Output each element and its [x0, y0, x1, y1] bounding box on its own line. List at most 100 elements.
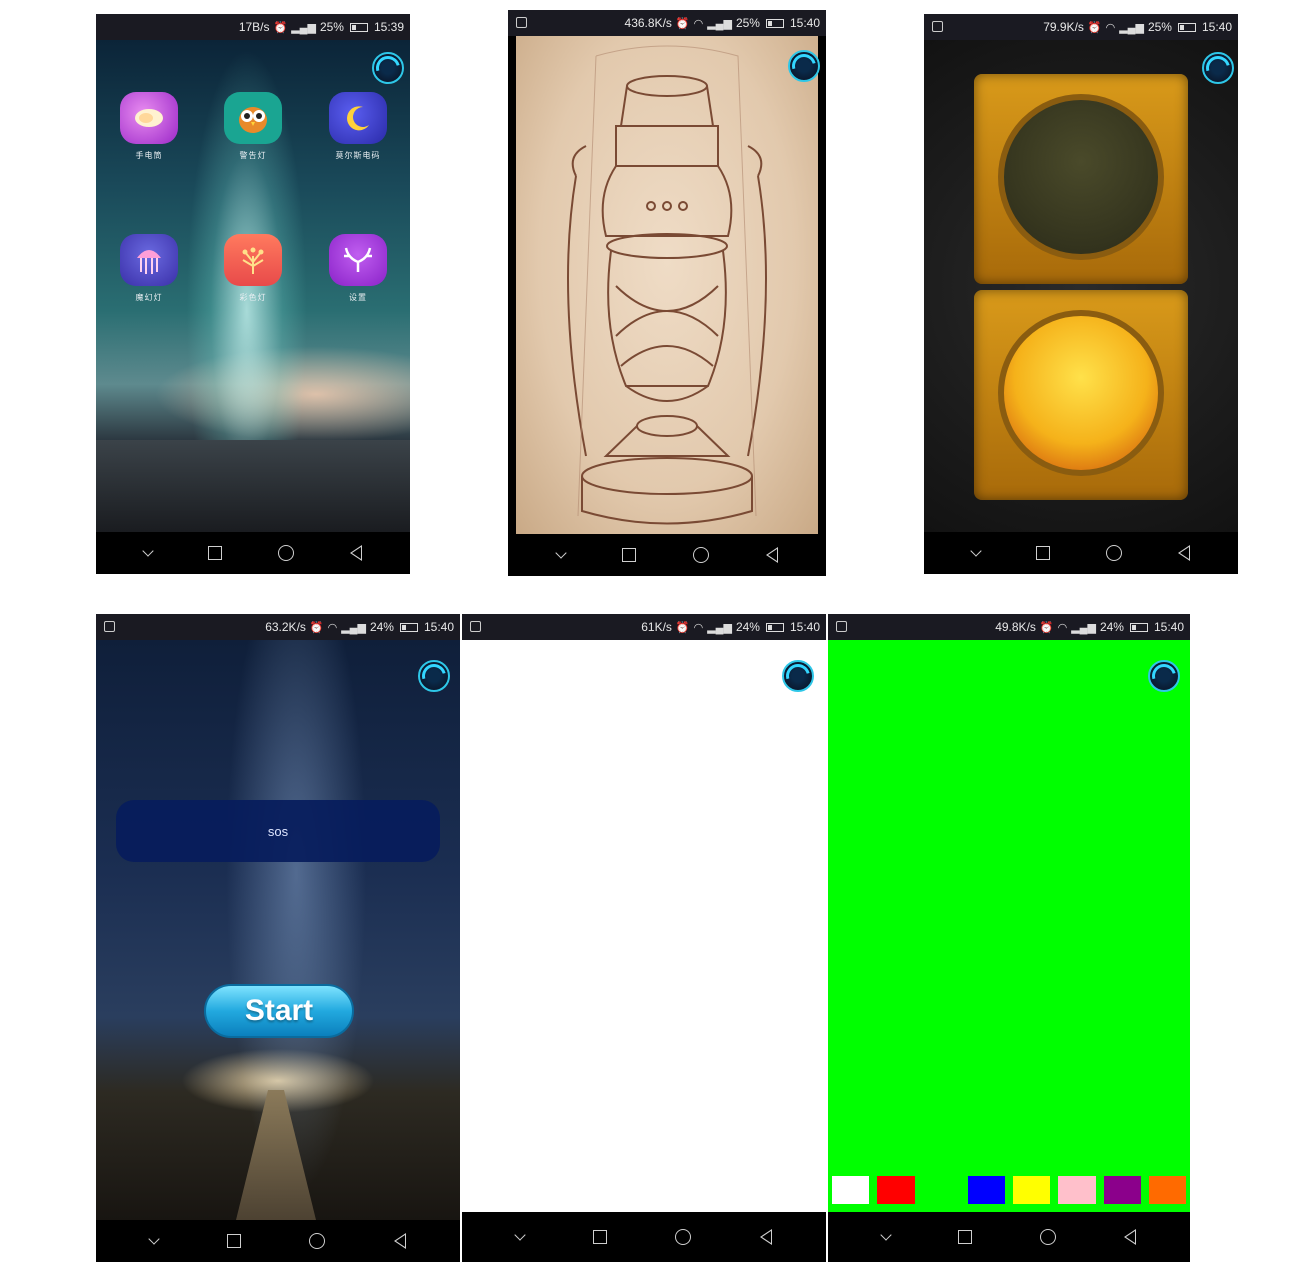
network-speed: 61K/s	[641, 620, 672, 634]
battery-icon	[1177, 22, 1196, 32]
back-button[interactable]	[1124, 1229, 1136, 1245]
recent-apps-button[interactable]	[1036, 546, 1050, 560]
app-morse-code[interactable]: 莫尔斯电码	[318, 92, 398, 161]
recent-apps-button[interactable]	[226, 1234, 241, 1248]
start-button[interactable]: Start	[204, 984, 354, 1038]
color-light-area[interactable]	[828, 640, 1190, 1212]
swatch-red[interactable]	[875, 1174, 917, 1206]
chevron-down-icon[interactable]	[148, 1233, 160, 1245]
recent-apps-button[interactable]	[621, 548, 636, 562]
back-button[interactable]	[350, 545, 362, 561]
alarm-icon: ⏰	[675, 17, 690, 30]
app-label: 警告灯	[239, 151, 267, 160]
alarm-icon: ⏰	[273, 21, 288, 34]
navigation-bar	[96, 1220, 460, 1262]
app-flashlight[interactable]: 手电筒	[109, 92, 189, 161]
status-bar: 63.2K/s ⏰ ◠ ▂▄▆ 24% 15:40	[96, 614, 460, 640]
status-bar: 49.8K/s ⏰ ◠ ▂▄▆ 24% 15:40	[828, 614, 1190, 640]
lantern-sketch-image[interactable]	[516, 36, 820, 534]
signal-icon: ▂▄▆	[291, 21, 316, 34]
app-label: 设置	[349, 293, 367, 302]
swirl-icon[interactable]	[1148, 660, 1180, 692]
chevron-down-icon[interactable]	[880, 1229, 892, 1241]
white-light-area[interactable]	[462, 640, 826, 1212]
status-bar: 436.8K/s ⏰ ◠ ▂▄▆ 25% 15:40	[508, 10, 826, 36]
recent-apps-button[interactable]	[592, 1230, 607, 1244]
network-speed: 79.9K/s	[1043, 20, 1084, 34]
home-button[interactable]	[278, 545, 294, 561]
battery-icon	[399, 622, 418, 632]
app-label: 魔幻灯	[135, 293, 163, 302]
alarm-icon: ⏰	[675, 621, 690, 634]
status-bar: 79.9K/s ⏰ ◠ ▂▄▆ 25% 15:40	[924, 14, 1238, 40]
back-button[interactable]	[759, 1229, 772, 1245]
signal-icon: ▂▄▆	[341, 621, 366, 634]
chevron-down-icon[interactable]	[514, 1229, 526, 1241]
navigation-bar	[462, 1212, 826, 1262]
home-button[interactable]	[692, 547, 709, 563]
swatch-blue[interactable]	[965, 1174, 1007, 1206]
swirl-icon[interactable]	[782, 660, 814, 692]
chevron-down-icon[interactable]	[970, 545, 982, 557]
wifi-icon: ◠	[693, 17, 704, 30]
chevron-down-icon[interactable]	[554, 547, 567, 559]
swirl-icon[interactable]	[1202, 52, 1234, 84]
swatch-purple[interactable]	[1101, 1174, 1143, 1206]
home-button[interactable]	[309, 1233, 326, 1249]
sos-text-field[interactable]: sos	[116, 800, 440, 862]
swatch-yellow[interactable]	[1011, 1174, 1053, 1206]
chevron-down-icon[interactable]	[142, 545, 154, 557]
top-lens-off	[998, 94, 1164, 260]
app-settings[interactable]: 设置	[318, 234, 398, 303]
clock: 15:40	[1201, 20, 1232, 34]
battery-percent: 24%	[735, 620, 760, 634]
clock: 15:40	[789, 620, 820, 634]
clock: 15:40	[1153, 620, 1184, 634]
disc-icon	[120, 92, 178, 144]
battery-icon	[765, 622, 784, 632]
signal-icon: ▂▄▆	[707, 621, 732, 634]
swatch-green[interactable]	[920, 1174, 962, 1206]
status-bar: 17B/s ⏰ ▂▄▆ 25% 15:39	[96, 14, 410, 40]
app-warning-light[interactable]: 警告灯	[213, 92, 293, 161]
home-button[interactable]	[1106, 545, 1122, 561]
swirl-icon[interactable]	[418, 660, 450, 692]
alarm-icon: ⏰	[1087, 21, 1102, 34]
swatch-orange[interactable]	[1146, 1174, 1188, 1206]
app-color-light[interactable]: 彩色灯	[213, 234, 293, 303]
screenshot-icon	[516, 17, 527, 28]
wifi-icon: ◠	[327, 621, 338, 634]
back-button[interactable]	[393, 1233, 406, 1249]
screenshot-icon	[104, 621, 115, 632]
phone-home-screen: 17B/s ⏰ ▂▄▆ 25% 15:39 手电筒 警告灯 莫尔斯电码	[96, 14, 410, 574]
alarm-icon: ⏰	[1039, 621, 1054, 634]
alarm-icon: ⏰	[309, 621, 324, 634]
signal-icon: ▂▄▆	[1119, 21, 1144, 34]
lantern-drawing	[567, 45, 767, 525]
swirl-icon[interactable]	[372, 52, 404, 84]
wifi-icon: ◠	[1105, 21, 1116, 34]
phone-traffic-light-screen: 79.9K/s ⏰ ◠ ▂▄▆ 25% 15:40	[924, 14, 1238, 574]
recent-apps-button[interactable]	[208, 546, 222, 560]
screenshot-icon	[932, 21, 943, 32]
antler-icon	[329, 234, 387, 286]
back-button[interactable]	[765, 547, 778, 563]
back-button[interactable]	[1178, 545, 1190, 561]
swirl-icon[interactable]	[788, 50, 820, 82]
network-speed: 63.2K/s	[265, 620, 306, 634]
phone-lantern-screen: 436.8K/s ⏰ ◠ ▂▄▆ 25% 15:40	[508, 10, 826, 576]
bottom-lens-lit	[998, 310, 1164, 476]
recent-apps-button[interactable]	[958, 1230, 972, 1244]
battery-percent: 25%	[735, 16, 760, 30]
home-button[interactable]	[1040, 1229, 1056, 1245]
network-speed: 17B/s	[238, 20, 270, 34]
swatch-white[interactable]	[830, 1174, 872, 1206]
network-speed: 49.8K/s	[995, 620, 1036, 634]
swatch-pink[interactable]	[1056, 1174, 1098, 1206]
navigation-bar	[508, 534, 826, 576]
traffic-light-display[interactable]	[924, 40, 1238, 532]
wallpaper: 手电筒 警告灯 莫尔斯电码 魔幻灯 彩色灯	[96, 40, 410, 532]
top-light-housing	[974, 74, 1188, 284]
app-magic-light[interactable]: 魔幻灯	[109, 234, 189, 303]
home-button[interactable]	[675, 1229, 692, 1245]
